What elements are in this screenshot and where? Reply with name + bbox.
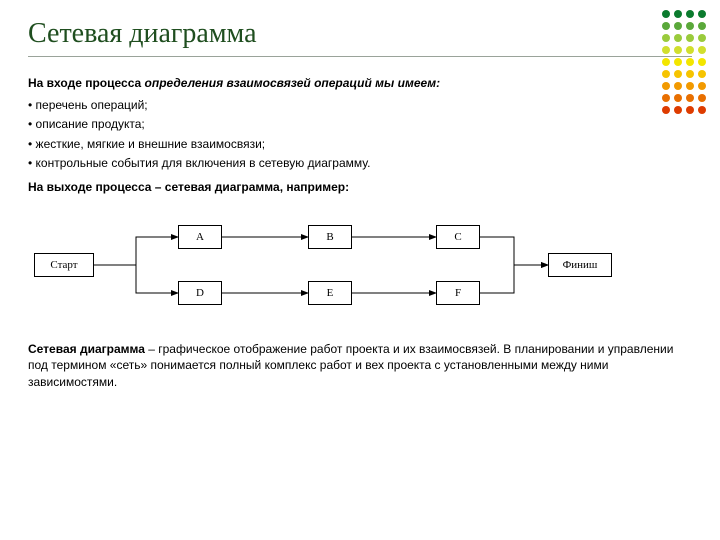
decor-dot <box>662 106 670 114</box>
decor-dot <box>698 82 706 90</box>
decor-dot <box>674 70 682 78</box>
title-underline: Сетевая диаграмма <box>28 18 692 57</box>
decor-dot <box>662 10 670 18</box>
decor-dot <box>686 10 694 18</box>
decor-dot <box>686 70 694 78</box>
intro-bullet: • описание продукта; <box>28 116 692 132</box>
intro-line-1-bold-italic: определения взаимосвязей операций мы име… <box>145 76 441 90</box>
diagram-edge <box>94 237 178 265</box>
intro-bullet: • жесткие, мягкие и внешние взаимосвязи; <box>28 136 692 152</box>
diagram-node-start: Старт <box>34 253 94 277</box>
decor-dot <box>698 58 706 66</box>
intro-bullet: • контрольные события для включения в се… <box>28 155 692 171</box>
diagram-edge <box>94 265 178 293</box>
diagram-edge <box>480 265 548 293</box>
intro-block: На входе процесса определения взаимосвяз… <box>28 75 692 195</box>
diagram-node-E: E <box>308 281 352 305</box>
intro-bullet: • перечень операций; <box>28 97 692 113</box>
diagram-node-D: D <box>178 281 222 305</box>
page-title: Сетевая диаграмма <box>28 18 692 50</box>
decor-dot <box>662 82 670 90</box>
decor-dot <box>662 70 670 78</box>
decor-dot <box>662 58 670 66</box>
diagram-node-B: B <box>308 225 352 249</box>
decor-dot <box>674 10 682 18</box>
decor-dot <box>674 106 682 114</box>
decor-dot <box>698 94 706 102</box>
diagram-edge <box>480 237 548 265</box>
intro-bullets: • перечень операций; • описание продукта;… <box>28 97 692 171</box>
decor-dot <box>662 46 670 54</box>
decor-dot <box>698 10 706 18</box>
definition-lead: Сетевая диаграмма <box>28 342 145 356</box>
decor-dot <box>686 82 694 90</box>
diagram-node-C: C <box>436 225 480 249</box>
decor-dot <box>674 22 682 30</box>
decor-dot <box>662 94 670 102</box>
decor-dot <box>674 82 682 90</box>
slide: Сетевая диаграмма На входе процесса опре… <box>0 0 720 540</box>
decor-dot <box>674 58 682 66</box>
decor-dot <box>686 106 694 114</box>
decor-dot <box>698 106 706 114</box>
diagram-node-A: A <box>178 225 222 249</box>
definition-paragraph: Сетевая диаграмма – графическое отображе… <box>28 341 692 390</box>
diagram-node-F: F <box>436 281 480 305</box>
decor-dot <box>686 58 694 66</box>
decor-dot <box>698 22 706 30</box>
corner-dots <box>662 10 706 114</box>
decor-dot <box>674 34 682 42</box>
decor-dot <box>686 46 694 54</box>
intro-line-2: На выходе процесса – сетевая диаграмма, … <box>28 179 692 195</box>
decor-dot <box>662 22 670 30</box>
decor-dot <box>686 22 694 30</box>
decor-dot <box>686 94 694 102</box>
decor-dot <box>698 34 706 42</box>
intro-line-1: На входе процесса определения взаимосвяз… <box>28 75 692 91</box>
network-diagram: Старт A B C D E F Финиш <box>28 213 648 323</box>
decor-dot <box>698 46 706 54</box>
diagram-node-finish: Финиш <box>548 253 612 277</box>
decor-dot <box>674 46 682 54</box>
decor-dot <box>698 70 706 78</box>
decor-dot <box>686 34 694 42</box>
decor-dot <box>662 34 670 42</box>
decor-dot <box>674 94 682 102</box>
intro-line-1-bold: На входе процесса <box>28 76 145 90</box>
